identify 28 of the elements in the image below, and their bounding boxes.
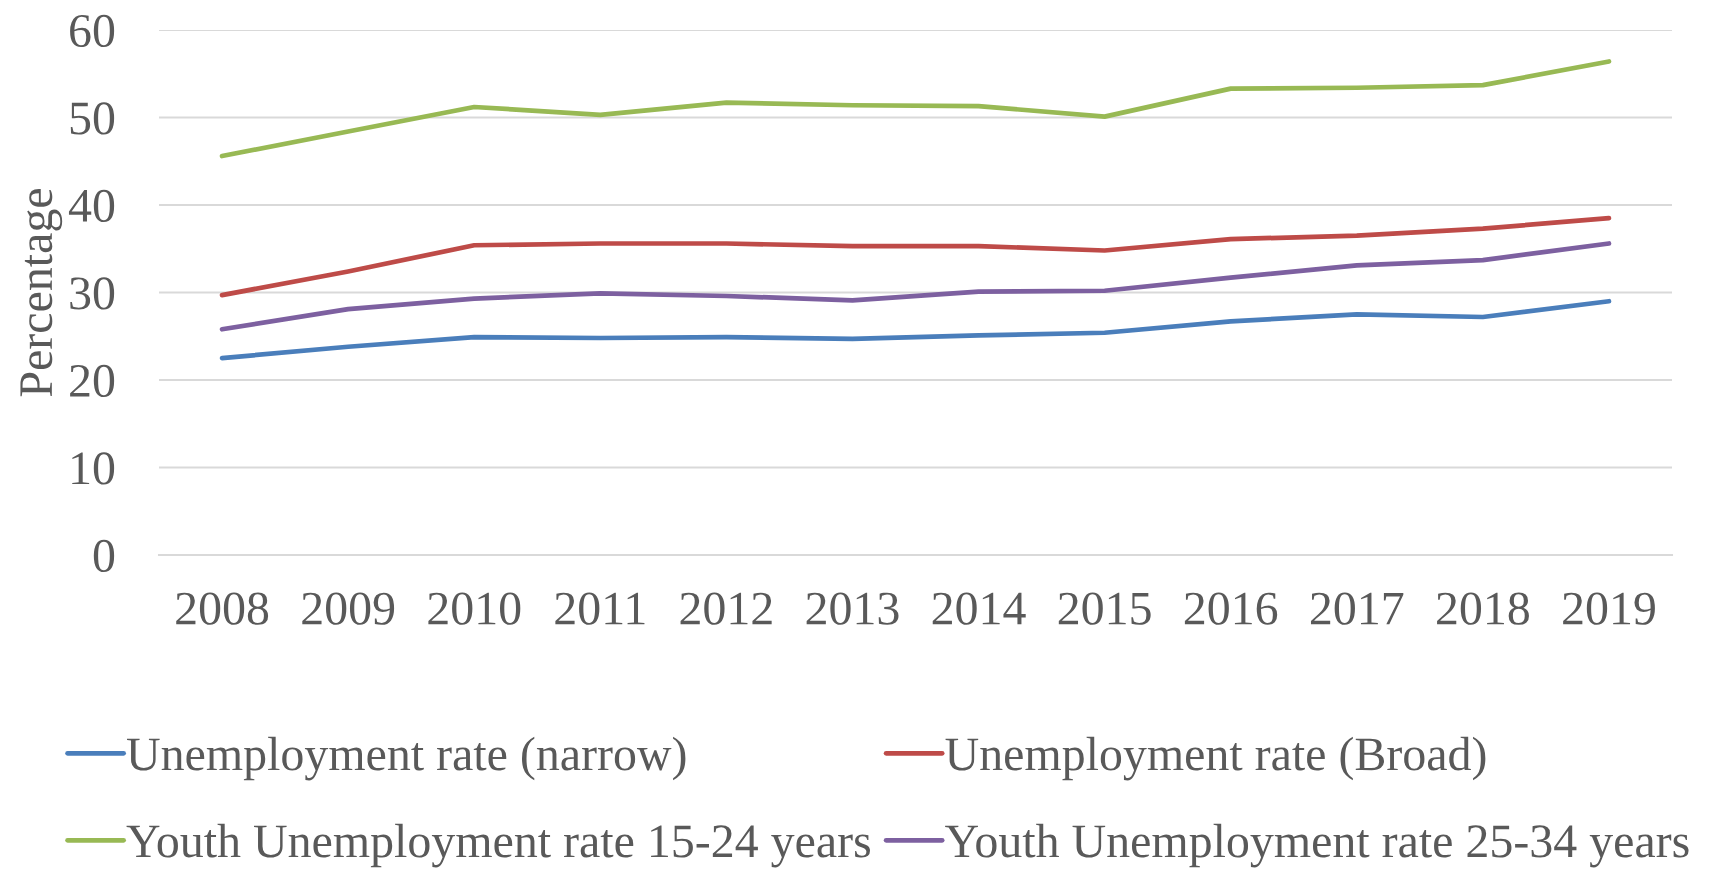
y-tick-label: 10 <box>72 452 115 485</box>
legend-label: Unemployment rate (Broad) <box>945 736 1486 781</box>
line-series <box>219 241 1612 332</box>
y-tick-label: 30 <box>70 277 115 310</box>
x-tick-label: 2015 <box>1058 592 1151 625</box>
x-tick-label: 2008 <box>176 592 269 625</box>
legend-label: Youth Unemployment rate 25-34 years <box>945 823 1689 868</box>
x-tick-label: 2013 <box>806 592 899 625</box>
legend-label: Unemployment rate (narrow) <box>127 736 686 781</box>
legend-label: Youth Unemployment rate 15-24 years <box>126 823 870 868</box>
y-tick-label: 50 <box>70 102 115 135</box>
x-tick-label: 2012 <box>680 592 772 625</box>
x-tick-label: 2017 <box>1310 592 1404 625</box>
x-tick-label: 2016 <box>1184 592 1278 625</box>
x-tick-label: 2018 <box>1437 592 1529 625</box>
x-tick-label: 2011 <box>555 592 645 625</box>
x-tick-label: 2014 <box>932 592 1026 625</box>
line-series <box>219 215 1612 298</box>
x-tick-label: 2009 <box>302 592 395 625</box>
line-series <box>219 59 1612 159</box>
y-axis-title: Percentage <box>20 189 63 397</box>
y-tick-label: 60 <box>70 14 115 48</box>
x-tick-label: 2010 <box>428 592 521 625</box>
y-tick-label: 0 <box>93 539 115 573</box>
y-tick-label: 40 <box>68 189 115 223</box>
line-series <box>219 298 1612 361</box>
x-tick-label: 2019 <box>1563 592 1655 625</box>
y-tick-label: 20 <box>70 364 115 398</box>
